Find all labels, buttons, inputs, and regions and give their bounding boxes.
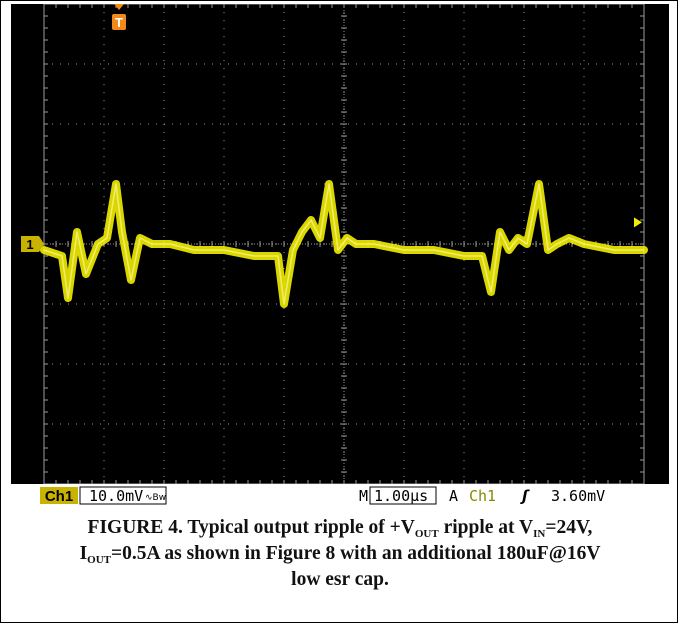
trigger-position-marker	[112, 14, 126, 30]
caption-line-2: IOUT=0.5A as shown in Figure 8 with an a…	[21, 541, 659, 567]
status-timebase-prefix: M	[359, 487, 368, 505]
volts-box	[79, 486, 167, 505]
status-channel: Ch1	[45, 488, 73, 505]
caption-text-4: I	[79, 543, 88, 564]
caption-sub-in: IN	[533, 528, 546, 540]
channel-badge	[40, 487, 78, 504]
caption-line-1: FIGURE 4. Typical output ripple of +VOUT…	[21, 515, 659, 541]
status-trigger-level: 3.60mV	[551, 487, 605, 505]
caption-text-3: =24V,	[545, 517, 593, 538]
figure-caption: FIGURE 4. Typical output ripple of +VOUT…	[21, 515, 659, 593]
timebase-box	[369, 486, 437, 505]
ripple-trace-core	[43, 183, 644, 305]
status-volts-per-div: 10.0mV	[89, 487, 143, 505]
caption-text-1: FIGURE 4. Typical output ripple of +V	[87, 517, 415, 538]
bandwidth-limit-icon: ∿Bw	[145, 493, 166, 503]
status-trigger-mode: A	[449, 487, 458, 505]
caption-sub-iout: OUT	[87, 554, 112, 566]
status-bar: Ch1 10.0mV ∿Bw M 1.00µs A Ch1 ʃ 3.60mV	[11, 484, 669, 512]
trigger-level-marker	[634, 217, 642, 228]
markers: 1T	[21, 4, 642, 252]
status-time-per-div: 1.00µs	[374, 487, 428, 505]
caption-sub-out: OUT	[414, 528, 439, 540]
trigger-position-arrow	[114, 4, 124, 10]
channel-1-ground-marker	[21, 236, 44, 252]
oscilloscope-screen: 1T Ch1 10.0mV ∿Bw M 1.00µs A Ch1 ʃ 3.60m…	[11, 4, 669, 512]
caption-text-6: low esr cap.	[291, 569, 389, 590]
trace-layer	[40, 180, 648, 308]
caption-text-2: ripple at V	[438, 517, 534, 538]
caption-text-5: =0.5A as shown in Figure 8 with an addit…	[111, 543, 601, 564]
trigger-marker-label: T	[115, 15, 123, 30]
channel-1-marker-label: 1	[26, 237, 33, 252]
trigger-slope-icon: ʃ	[520, 487, 530, 505]
scope-background	[11, 4, 669, 512]
caption-line-3: low esr cap.	[21, 567, 659, 593]
status-trigger-channel: Ch1	[469, 487, 496, 505]
